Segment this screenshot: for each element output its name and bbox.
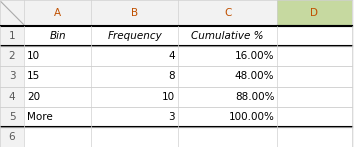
Bar xyxy=(277,107,352,127)
Text: Bin: Bin xyxy=(50,31,66,41)
Text: 2: 2 xyxy=(9,51,15,61)
Bar xyxy=(0,46,24,66)
Text: 1: 1 xyxy=(9,31,15,41)
Bar xyxy=(91,26,178,46)
Bar xyxy=(24,107,91,127)
Bar xyxy=(24,66,91,87)
Bar xyxy=(277,127,352,147)
Text: B: B xyxy=(131,8,138,18)
Text: 15: 15 xyxy=(27,71,40,81)
Bar xyxy=(91,87,178,107)
Text: 5: 5 xyxy=(9,112,15,122)
Bar xyxy=(178,87,277,107)
Text: Frequency: Frequency xyxy=(107,31,162,41)
Bar xyxy=(178,107,277,127)
Bar xyxy=(91,127,178,147)
Bar xyxy=(91,46,178,66)
Text: 4: 4 xyxy=(169,51,175,61)
Bar xyxy=(24,0,91,26)
Bar xyxy=(0,26,24,46)
Text: 100.00%: 100.00% xyxy=(228,112,274,122)
Text: 6: 6 xyxy=(9,132,15,142)
Text: 20: 20 xyxy=(27,92,40,102)
Text: 10: 10 xyxy=(27,51,40,61)
Bar xyxy=(24,87,91,107)
Text: A: A xyxy=(54,8,61,18)
Bar xyxy=(178,26,277,46)
Text: 48.00%: 48.00% xyxy=(235,71,274,81)
Bar xyxy=(24,26,91,46)
Bar xyxy=(277,46,352,66)
Bar xyxy=(91,0,178,26)
Text: Cumulative %: Cumulative % xyxy=(192,31,264,41)
Bar xyxy=(91,66,178,87)
Bar xyxy=(178,46,277,66)
Text: C: C xyxy=(224,8,231,18)
Bar xyxy=(0,0,24,26)
Bar xyxy=(0,87,24,107)
Text: More: More xyxy=(27,112,53,122)
Bar xyxy=(178,127,277,147)
Bar xyxy=(24,46,91,66)
Text: 88.00%: 88.00% xyxy=(235,92,274,102)
Bar xyxy=(277,26,352,46)
Text: 4: 4 xyxy=(9,92,15,102)
Bar xyxy=(178,0,277,26)
Bar xyxy=(24,127,91,147)
Text: 3: 3 xyxy=(9,71,15,81)
Bar xyxy=(0,66,24,87)
Text: 10: 10 xyxy=(162,92,175,102)
Bar xyxy=(277,0,352,26)
Text: 3: 3 xyxy=(169,112,175,122)
Bar xyxy=(0,127,24,147)
Bar xyxy=(277,87,352,107)
Bar xyxy=(0,107,24,127)
Bar xyxy=(91,107,178,127)
Text: D: D xyxy=(310,8,318,18)
Bar xyxy=(178,66,277,87)
Bar xyxy=(277,66,352,87)
Text: 8: 8 xyxy=(169,71,175,81)
Text: 16.00%: 16.00% xyxy=(235,51,274,61)
